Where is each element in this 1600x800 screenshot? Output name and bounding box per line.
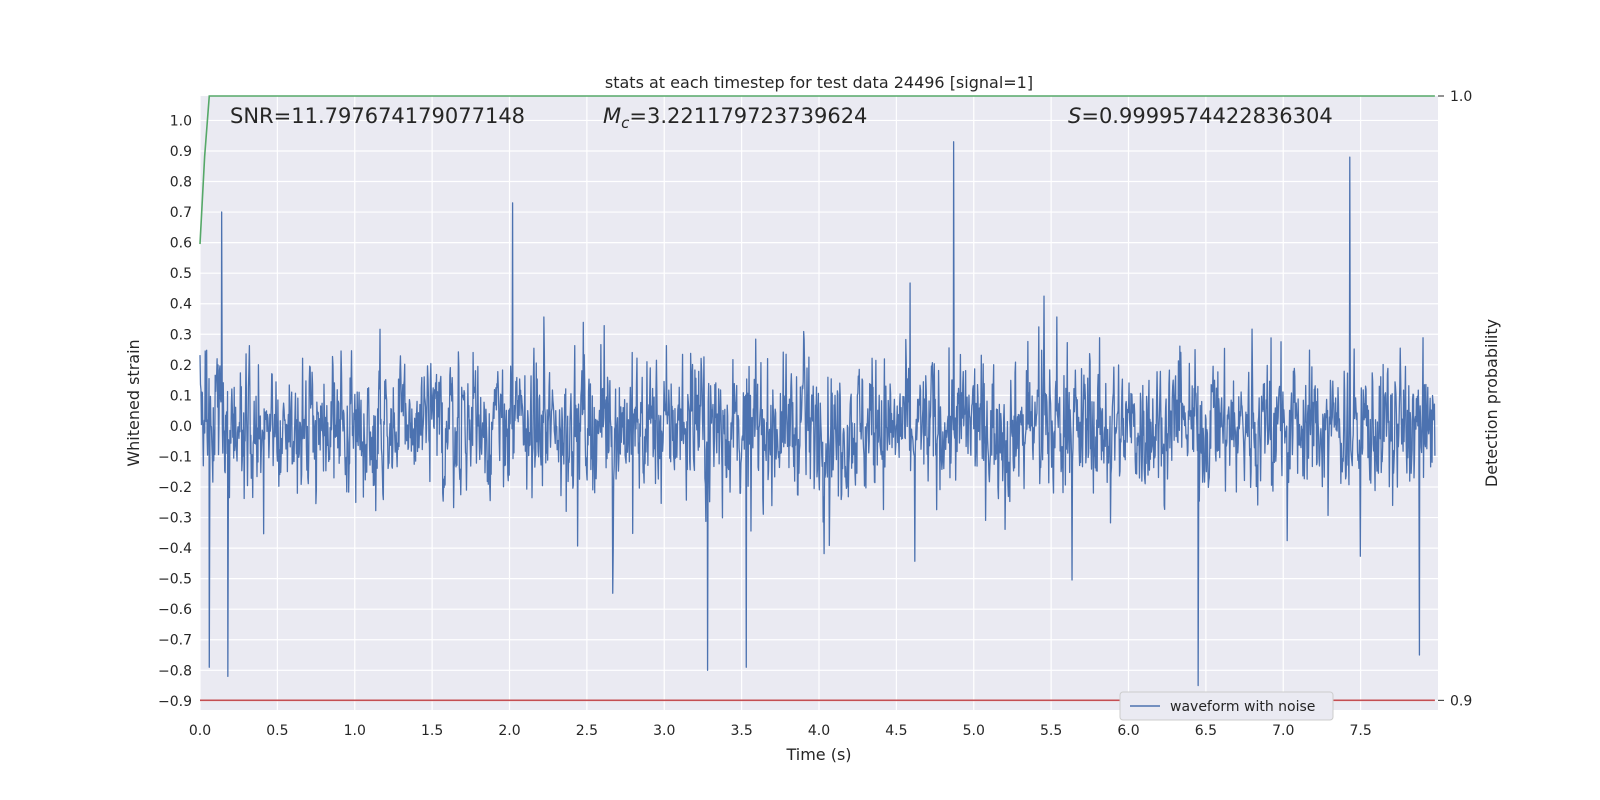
- chart-title: stats at each timestep for test data 244…: [605, 73, 1033, 92]
- x-tick-label: 5.0: [963, 723, 985, 739]
- x-tick-label: 3.0: [653, 723, 675, 739]
- y-tick-label: 0.6: [170, 236, 192, 252]
- waveform-line: [199, 141, 1436, 687]
- y-tick-label: 0.8: [170, 175, 192, 191]
- x-tick-label: 1.5: [421, 723, 443, 739]
- y-tick-label: −0.7: [158, 633, 192, 649]
- x-tick-label: 1.0: [344, 723, 366, 739]
- chirp-mass-annotation: Mc=3.221179723739624: [603, 104, 867, 132]
- chirp-mass-symbol: M: [603, 104, 621, 128]
- y-tick-label: 0.9: [170, 144, 192, 160]
- y-axis-label: Whitened strain: [124, 339, 143, 466]
- y-tick-label: −0.3: [158, 511, 192, 527]
- y-tick-label: 0.1: [170, 388, 192, 404]
- y-tick-label: 0.0: [170, 419, 192, 435]
- score-symbol: S: [1068, 104, 1081, 128]
- chirp-mass-value: =3.221179723739624: [629, 104, 867, 128]
- y-tick-label: −0.6: [158, 602, 192, 618]
- legend: waveform with noise: [1119, 691, 1334, 721]
- chirp-mass-subscript: c: [621, 114, 630, 132]
- x-tick-label: 6.0: [1117, 723, 1139, 739]
- score-value: =0.9999574422836304: [1081, 104, 1332, 128]
- x-tick-label: 0.0: [189, 723, 211, 739]
- x-tick-label: 5.5: [1040, 723, 1062, 739]
- snr-annotation: SNR=11.797674179077148: [230, 104, 525, 128]
- score-annotation: S=0.9999574422836304: [1068, 104, 1333, 128]
- x-tick-label: 4.0: [808, 723, 830, 739]
- legend-box: [1119, 691, 1334, 721]
- x-tick-label: 4.5: [885, 723, 907, 739]
- right-tick-label: 0.9: [1450, 693, 1472, 709]
- y-tick-label: 0.5: [170, 266, 192, 282]
- x-tick-label: 7.5: [1349, 723, 1371, 739]
- y-tick-label: −0.9: [158, 694, 192, 710]
- y-tick-label: −0.8: [158, 663, 192, 679]
- tick-layer: 0.0 0.5 1.0 1.5 2.0 2.5 3.0 3.5 4.0 4.5 5.0 5.5 6.0 6…: [158, 89, 1472, 739]
- y-tick-label: −0.1: [158, 449, 192, 465]
- y-tick-label: 1.0: [170, 113, 192, 129]
- y-tick-label: −0.4: [158, 541, 192, 557]
- x-tick-label: 2.5: [576, 723, 598, 739]
- x-tick-label: 3.5: [730, 723, 752, 739]
- y-axis-label-right: Detection probability: [1482, 319, 1501, 487]
- y-tick-label: −0.5: [158, 572, 192, 588]
- x-tick-label: 2.0: [498, 723, 520, 739]
- x-tick-label: 7.0: [1272, 723, 1294, 739]
- y-tick-label: 0.4: [170, 297, 192, 313]
- y-tick-label: −0.2: [158, 480, 192, 496]
- legend-label-waveform: waveform with noise: [1170, 699, 1315, 715]
- right-tick-label: 1.0: [1450, 89, 1472, 105]
- x-tick-label: 6.5: [1195, 723, 1217, 739]
- y-tick-label: 0.2: [170, 358, 192, 374]
- y-tick-label: 0.3: [170, 327, 192, 343]
- x-tick-label: 0.5: [266, 723, 288, 739]
- detection-probability-line: [199, 95, 1435, 245]
- x-axis-label: Time (s): [785, 745, 851, 764]
- y-tick-label: 0.7: [170, 205, 192, 221]
